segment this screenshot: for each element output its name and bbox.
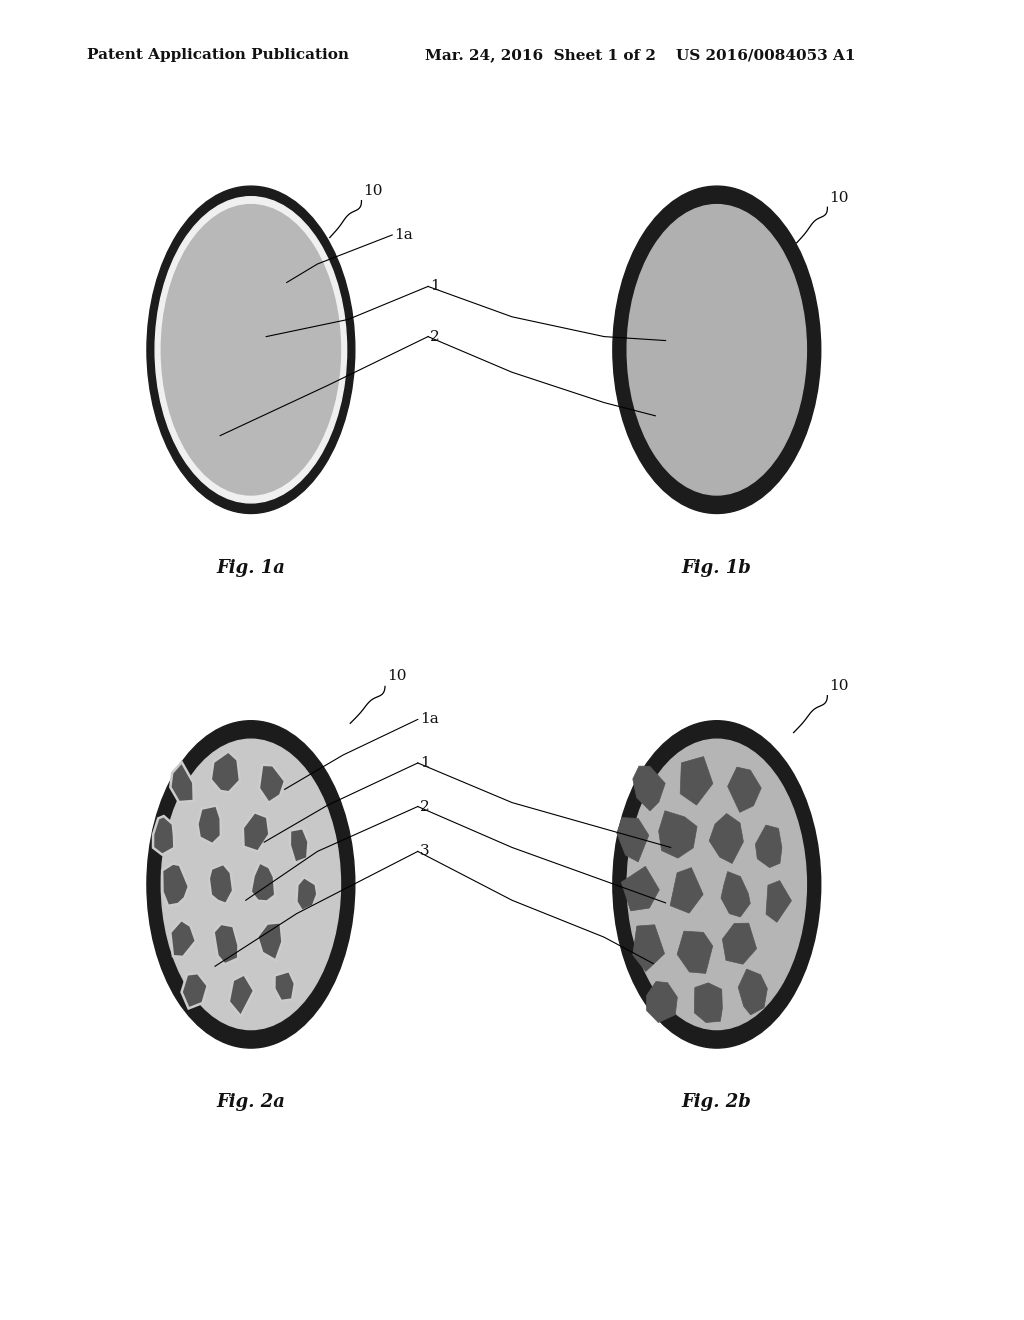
Polygon shape [209,863,233,904]
Polygon shape [257,923,283,961]
Polygon shape [710,813,743,863]
Text: 1a: 1a [394,228,413,242]
Ellipse shape [156,197,346,503]
Ellipse shape [612,186,821,513]
Polygon shape [251,862,275,902]
Polygon shape [766,880,792,923]
Polygon shape [658,810,697,858]
Polygon shape [694,983,722,1023]
Polygon shape [680,756,713,805]
Polygon shape [259,764,285,803]
Polygon shape [616,817,649,862]
Polygon shape [228,974,254,1016]
Text: 10: 10 [387,669,407,682]
Ellipse shape [162,739,340,1030]
Polygon shape [756,825,782,867]
Polygon shape [722,923,757,964]
Ellipse shape [162,739,340,1030]
Ellipse shape [612,721,821,1048]
Polygon shape [162,863,188,906]
Polygon shape [170,920,196,957]
Polygon shape [243,812,269,851]
Polygon shape [170,762,194,803]
Polygon shape [290,828,308,863]
Text: 10: 10 [829,680,849,693]
Polygon shape [677,931,713,973]
Text: Fig. 1b: Fig. 1b [682,558,752,577]
Ellipse shape [147,721,354,1048]
Text: Fig. 1a: Fig. 1a [216,558,286,577]
Text: Fig. 2b: Fig. 2b [682,1093,752,1111]
Polygon shape [153,816,174,855]
Polygon shape [633,766,666,810]
Polygon shape [211,751,240,792]
Text: 1: 1 [420,756,430,770]
Polygon shape [728,767,761,812]
Ellipse shape [627,205,807,495]
Text: 2: 2 [430,330,440,343]
Ellipse shape [162,205,340,495]
Polygon shape [622,866,659,911]
Text: US 2016/0084053 A1: US 2016/0084053 A1 [676,49,855,62]
Ellipse shape [627,739,807,1030]
Polygon shape [738,969,767,1015]
Polygon shape [296,876,317,911]
Polygon shape [721,871,751,917]
Text: Mar. 24, 2016  Sheet 1 of 2: Mar. 24, 2016 Sheet 1 of 2 [425,49,655,62]
Polygon shape [274,972,295,1001]
Text: Patent Application Publication: Patent Application Publication [87,49,349,62]
Polygon shape [214,924,239,965]
Polygon shape [646,982,677,1023]
Polygon shape [670,867,703,913]
Ellipse shape [147,186,354,513]
Text: 2: 2 [420,800,430,813]
Polygon shape [198,805,221,843]
Text: 1: 1 [430,280,440,293]
Text: 3: 3 [420,845,429,858]
Polygon shape [181,973,208,1008]
Polygon shape [633,925,665,972]
Text: 10: 10 [364,185,383,198]
Text: Fig. 2a: Fig. 2a [216,1093,286,1111]
Text: 1a: 1a [420,713,438,726]
Text: 10: 10 [829,191,849,205]
